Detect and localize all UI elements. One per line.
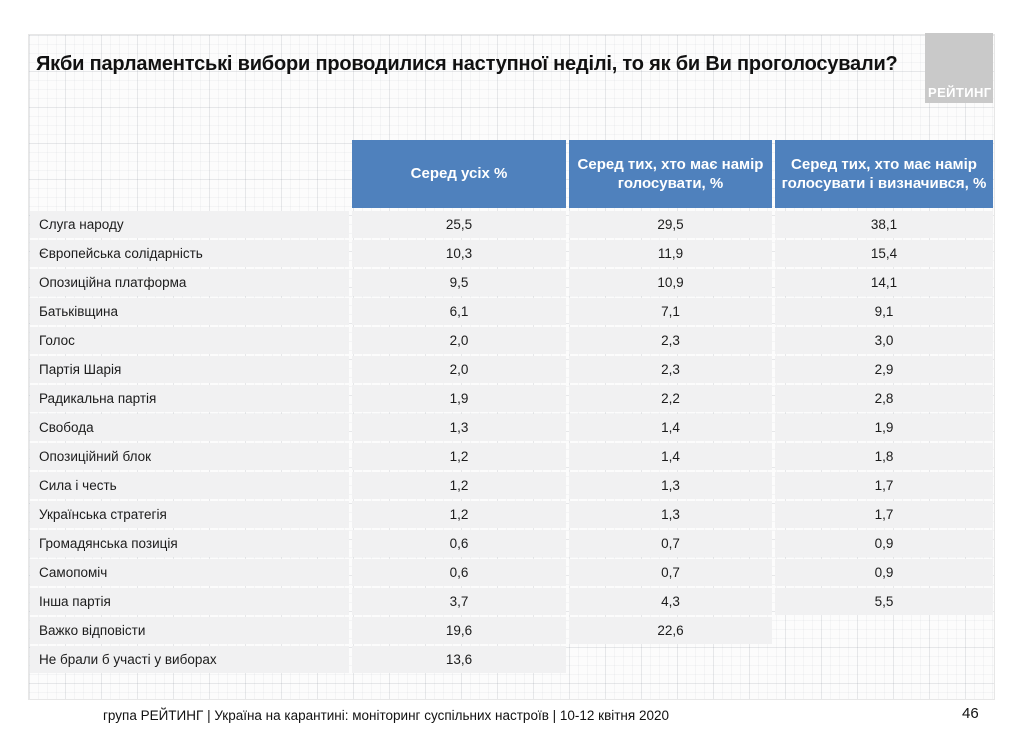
value-cell: 1,2 — [352, 501, 566, 528]
table-row: Опозиційний блок 1,2 1,4 1,8 — [30, 443, 993, 470]
party-label: Опозиційний блок — [30, 443, 349, 470]
party-label: Голос — [30, 327, 349, 354]
value-cell: 1,7 — [775, 472, 993, 499]
value-cell: 0,6 — [352, 530, 566, 557]
value-cell: 1,3 — [569, 472, 772, 499]
value-cell: 13,6 — [352, 646, 566, 673]
table-row: Інша партія 3,7 4,3 5,5 — [30, 588, 993, 615]
value-cell: 0,9 — [775, 559, 993, 586]
value-cell: 2,0 — [352, 356, 566, 383]
table-row: Громадянська позиція 0,6 0,7 0,9 — [30, 530, 993, 557]
value-cell: 22,6 — [569, 617, 772, 644]
party-label: Партія Шарія — [30, 356, 349, 383]
value-cell: 15,4 — [775, 240, 993, 267]
value-cell: 2,9 — [775, 356, 993, 383]
table-row: Свобода 1,3 1,4 1,9 — [30, 414, 993, 441]
value-cell: 3,7 — [352, 588, 566, 615]
party-label: Опозиційна платформа — [30, 269, 349, 296]
value-cell: 1,2 — [352, 443, 566, 470]
value-cell: 1,4 — [569, 414, 772, 441]
party-label: Свобода — [30, 414, 349, 441]
column-header-among-all: Серед усіх % — [352, 140, 566, 208]
table-row: Сила і честь 1,2 1,3 1,7 — [30, 472, 993, 499]
value-cell: 3,0 — [775, 327, 993, 354]
footer-source-note: група РЕЙТИНГ | Україна на карантині: мо… — [103, 708, 669, 723]
table-row: Самопоміч 0,6 0,7 0,9 — [30, 559, 993, 586]
table-row: Слуга народу 25,5 29,5 38,1 — [30, 211, 993, 238]
party-label: Українська стратегія — [30, 501, 349, 528]
value-cell: 1,2 — [352, 472, 566, 499]
value-cell: 1,9 — [352, 385, 566, 412]
rating-group-logo: РЕЙТИНГ — [925, 33, 993, 103]
value-cell: 14,1 — [775, 269, 993, 296]
party-label: Не брали б участі у виборах — [30, 646, 349, 673]
table-row: Батьківщина 6,1 7,1 9,1 — [30, 298, 993, 325]
value-cell: 11,9 — [569, 240, 772, 267]
table-row: Не брали б участі у виборах 13,6 — [30, 646, 993, 673]
party-label: Самопоміч — [30, 559, 349, 586]
party-label: Європейська солідарність — [30, 240, 349, 267]
column-header-intend-to-vote: Серед тих, хто має намір голосувати, % — [569, 140, 772, 208]
party-label: Сила і честь — [30, 472, 349, 499]
value-cell: 6,1 — [352, 298, 566, 325]
value-cell: 38,1 — [775, 211, 993, 238]
value-cell: 9,1 — [775, 298, 993, 325]
value-cell: 2,8 — [775, 385, 993, 412]
value-cell: 1,7 — [775, 501, 993, 528]
table-row: Опозиційна платформа 9,5 10,9 14,1 — [30, 269, 993, 296]
value-cell: 4,3 — [569, 588, 772, 615]
table-row: Українська стратегія 1,2 1,3 1,7 — [30, 501, 993, 528]
page-number: 46 — [962, 705, 979, 722]
value-cell: 2,2 — [569, 385, 772, 412]
value-cell: 19,6 — [352, 617, 566, 644]
value-cell: 1,4 — [569, 443, 772, 470]
value-cell: 0,7 — [569, 530, 772, 557]
value-cell: 1,9 — [775, 414, 993, 441]
party-label: Батьківщина — [30, 298, 349, 325]
value-cell: 2,3 — [569, 327, 772, 354]
table-header: Серед усіх % Серед тих, хто має намір го… — [30, 140, 993, 208]
slide-title: Якби парламентські вибори проводилися на… — [36, 53, 898, 75]
value-cell: 0,9 — [775, 530, 993, 557]
table-row: Радикальна партія 1,9 2,2 2,8 — [30, 385, 993, 412]
value-cell: 1,3 — [352, 414, 566, 441]
table-body: Слуга народу 25,5 29,5 38,1 Європейська солі… — [30, 211, 993, 675]
party-label: Громадянська позиція — [30, 530, 349, 557]
value-cell: 29,5 — [569, 211, 772, 238]
party-label: Інша партія — [30, 588, 349, 615]
value-cell: 10,3 — [352, 240, 566, 267]
value-cell: 25,5 — [352, 211, 566, 238]
value-cell: 10,9 — [569, 269, 772, 296]
value-cell: 1,3 — [569, 501, 772, 528]
table-row: Європейська солідарність 10,3 11,9 15,4 — [30, 240, 993, 267]
table-row: Голос 2,0 2,3 3,0 — [30, 327, 993, 354]
value-cell: 0,7 — [569, 559, 772, 586]
value-cell: 2,3 — [569, 356, 772, 383]
value-cell: 2,0 — [352, 327, 566, 354]
value-cell: 5,5 — [775, 588, 993, 615]
party-label: Радикальна партія — [30, 385, 349, 412]
value-cell: 0,6 — [352, 559, 566, 586]
table-row: Важко відповісти 19,6 22,6 — [30, 617, 993, 644]
column-header-intend-and-decided: Серед тих, хто має намір голосувати і ви… — [775, 140, 993, 208]
logo-text: РЕЙТИНГ — [928, 85, 992, 100]
value-cell: 9,5 — [352, 269, 566, 296]
party-label: Слуга народу — [30, 211, 349, 238]
value-cell: 1,8 — [775, 443, 993, 470]
party-label: Важко відповісти — [30, 617, 349, 644]
value-cell: 7,1 — [569, 298, 772, 325]
table-row: Партія Шарія 2,0 2,3 2,9 — [30, 356, 993, 383]
